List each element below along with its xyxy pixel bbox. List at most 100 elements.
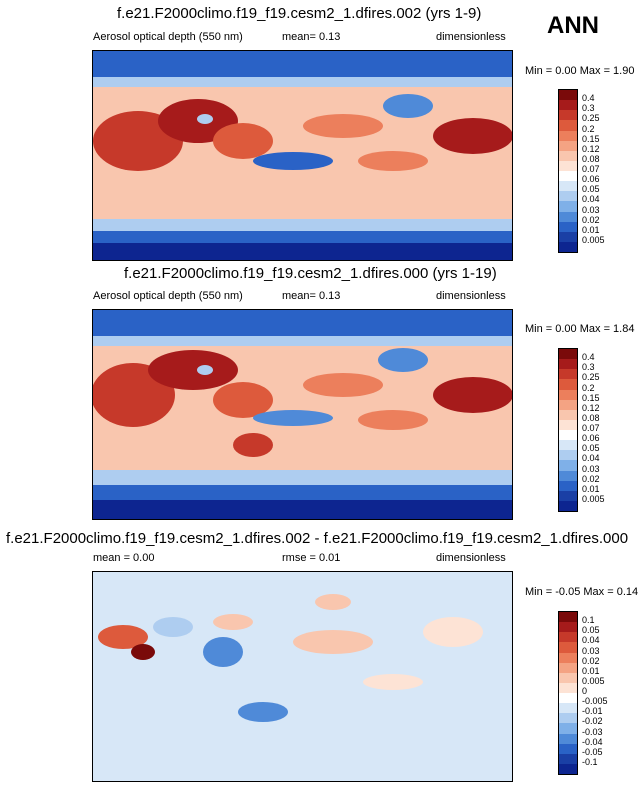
- colorbar-tick-label: 0.1: [582, 615, 595, 626]
- colorbar-segment: [559, 221, 577, 232]
- colorbar-segment: [559, 763, 577, 774]
- colorbar-tick-label: 0.06: [582, 433, 600, 444]
- colorbar-tick-label: 0.25: [582, 372, 600, 383]
- colorbar-tick-label: 0.02: [582, 214, 600, 225]
- colorbar-tick-label: 0.01: [582, 224, 600, 235]
- colorbar-tick-label: 0.07: [582, 423, 600, 433]
- colorbar-tick-label: -0.1: [582, 756, 598, 767]
- colorbar-segment: [559, 201, 577, 212]
- panel2-title: f.e21.F2000climo.f19_f19.cesm2_1.dfires.…: [124, 265, 497, 282]
- colorbar-segment: [559, 490, 577, 501]
- panel3-colorbar: [558, 611, 578, 775]
- colorbar-segment: [559, 399, 577, 410]
- colorbar-segment: [559, 150, 577, 161]
- panel1-aod-field: [93, 51, 512, 260]
- colorbar-tick-label: 0.005: [582, 493, 605, 504]
- colorbar-segment: [559, 90, 577, 101]
- colorbar-segment: [559, 480, 577, 491]
- panel2-units: dimensionless: [436, 290, 506, 302]
- panel1-colorbar: [558, 89, 578, 253]
- colorbar-segment: [559, 622, 577, 633]
- colorbar-tick-label: 0.05: [582, 443, 600, 454]
- colorbar-tick-label: 0.01: [582, 665, 600, 676]
- colorbar-tick-label: -0.05: [582, 746, 603, 757]
- colorbar-segment: [559, 460, 577, 471]
- colorbar-segment: [559, 130, 577, 141]
- panel1-variable: Aerosol optical depth (550 nm): [93, 31, 243, 43]
- season-label: ANN: [547, 12, 599, 39]
- colorbar-segment: [559, 409, 577, 420]
- colorbar-segment: [559, 713, 577, 724]
- colorbar-segment: [559, 723, 577, 734]
- colorbar-tick-label: 0.005: [582, 234, 605, 245]
- panel1-units: dimensionless: [436, 31, 506, 43]
- colorbar-tick-label: 0.07: [582, 164, 600, 174]
- colorbar-tick-label: 0.05: [582, 184, 600, 195]
- colorbar-tick-label: 0.15: [582, 133, 600, 144]
- panel1-mean: mean= 0.13: [282, 31, 341, 43]
- colorbar-tick-label: 0.12: [582, 402, 600, 413]
- colorbar-segment: [559, 470, 577, 481]
- colorbar-segment: [559, 430, 577, 441]
- colorbar-tick-label: 0.12: [582, 143, 600, 154]
- colorbar-tick-label: 0.3: [582, 362, 595, 373]
- colorbar-tick-label: 0.01: [582, 483, 600, 494]
- panel2-colorbar: [558, 348, 578, 512]
- colorbar-tick-label: 0.4: [582, 93, 595, 104]
- colorbar-tick-label: -0.01: [582, 706, 603, 717]
- colorbar-segment: [559, 231, 577, 242]
- panel3-units: dimensionless: [436, 552, 506, 564]
- colorbar-segment: [559, 652, 577, 663]
- colorbar-segment: [559, 171, 577, 182]
- colorbar-tick-label: 0.06: [582, 174, 600, 185]
- colorbar-tick-label: 0.03: [582, 645, 600, 656]
- panel2-minmax: Min = 0.00 Max = 1.84: [525, 323, 635, 335]
- colorbar-tick-label: 0.05: [582, 625, 600, 636]
- panel3-title: f.e21.F2000climo.f19_f19.cesm2_1.dfires.…: [6, 530, 629, 547]
- panel2-aod-field: [93, 310, 512, 519]
- colorbar-tick-label: 0.4: [582, 352, 595, 363]
- colorbar-segment: [559, 359, 577, 370]
- colorbar-tick-label: 0: [582, 686, 588, 696]
- colorbar-segment: [559, 612, 577, 623]
- colorbar-segment: [559, 140, 577, 151]
- panel2-variable: Aerosol optical depth (550 nm): [93, 290, 243, 302]
- colorbar-segment: [559, 500, 577, 511]
- colorbar-tick-label: -0.03: [582, 726, 603, 737]
- panel3-rmse: rmse = 0.01: [282, 552, 341, 564]
- colorbar-tick-label: 0.02: [582, 473, 600, 484]
- panel1-minmax: Min = 0.00 Max = 1.90: [525, 65, 635, 77]
- colorbar-tick-label: 0.2: [582, 382, 595, 393]
- colorbar-segment: [559, 241, 577, 252]
- colorbar-tick-label: 0.15: [582, 392, 600, 403]
- colorbar-tick-label: 0.03: [582, 463, 600, 474]
- colorbar-tick-label: -0.005: [582, 696, 608, 707]
- colorbar-segment: [559, 703, 577, 714]
- colorbar-segment: [559, 733, 577, 744]
- colorbar-segment: [559, 632, 577, 643]
- colorbar-segment: [559, 110, 577, 121]
- colorbar-segment: [559, 349, 577, 360]
- colorbar-tick-label: 0.04: [582, 194, 600, 205]
- panel1-title: f.e21.F2000climo.f19_f19.cesm2_1.dfires.…: [117, 5, 482, 22]
- colorbar-segment: [559, 211, 577, 222]
- colorbar-tick-label: 0.3: [582, 103, 595, 114]
- colorbar-segment: [559, 662, 577, 673]
- colorbar-tick-label: -0.04: [582, 736, 603, 747]
- colorbar-segment: [559, 181, 577, 192]
- colorbar-tick-label: 0.08: [582, 412, 600, 423]
- colorbar-tick-label: 0.04: [582, 453, 600, 464]
- colorbar-segment: [559, 369, 577, 380]
- colorbar-tick-label: 0.25: [582, 113, 600, 124]
- panel3-map: [92, 571, 513, 782]
- colorbar-segment: [559, 642, 577, 653]
- colorbar-segment: [559, 743, 577, 754]
- colorbar-segment: [559, 672, 577, 683]
- panel3-minmax: Min = -0.05 Max = 0.14: [525, 586, 639, 598]
- colorbar-tick-label: 0.005: [582, 675, 605, 686]
- panel2-mean: mean= 0.13: [282, 290, 341, 302]
- colorbar-segment: [559, 160, 577, 171]
- colorbar-segment: [559, 100, 577, 111]
- colorbar-segment: [559, 682, 577, 693]
- colorbar-segment: [559, 753, 577, 764]
